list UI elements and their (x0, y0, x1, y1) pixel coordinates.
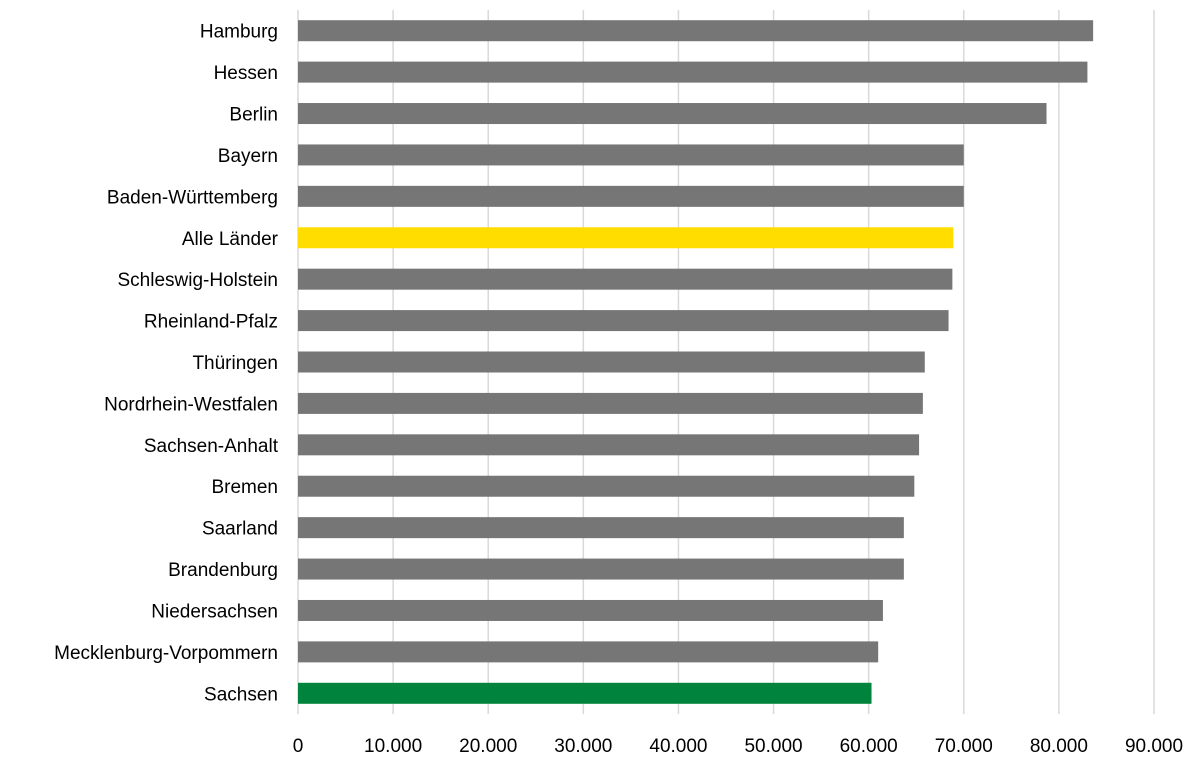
category-label-hessen: Hessen (214, 63, 278, 84)
bar-thueringen (298, 351, 925, 373)
category-label-sachsen-anhalt: Sachsen-Anhalt (144, 436, 279, 457)
x-tick-label: 50.000 (744, 736, 802, 757)
category-label-saarland: Saarland (202, 519, 278, 540)
category-label-rheinland-pfalz: Rheinland-Pfalz (144, 312, 278, 333)
bar-niedersachsen (298, 599, 883, 621)
bar-nordrhein-westfalen (298, 392, 923, 414)
category-label-bayern: Bayern (218, 146, 278, 167)
x-tick-label: 90.000 (1125, 736, 1183, 757)
category-label-thueringen: Thüringen (192, 353, 278, 374)
bar-sachsen-anhalt (298, 434, 920, 456)
bar-brandenburg (298, 558, 904, 580)
category-label-sachsen: Sachsen (204, 684, 278, 705)
category-label-bremen: Bremen (211, 477, 278, 498)
x-tick-label: 80.000 (1030, 736, 1088, 757)
x-tick-label: 70.000 (935, 736, 993, 757)
category-labels: Hamburg Hessen Berlin Bayern Baden-Württembe… (54, 22, 279, 706)
x-tick-label: 30.000 (554, 736, 612, 757)
x-axis-tick-labels: 0 10.000 20.000 30.000 40.000 50.000 60.000 70.… (293, 736, 1183, 757)
category-label-schleswig-holstein: Schleswig-Holstein (117, 270, 278, 291)
category-label-alle-laender: Alle Länder (182, 229, 279, 250)
bar-berlin (298, 103, 1047, 125)
bar-baden-wuerttemberg (298, 185, 964, 207)
x-tick-label: 0 (293, 736, 304, 757)
bar-saarland (298, 517, 904, 539)
bar-sachsen (298, 682, 872, 704)
bar-bremen (298, 475, 915, 497)
bar-schleswig-holstein (298, 268, 953, 290)
bar-mecklenburg-vorpommern (298, 641, 879, 663)
category-label-niedersachsen: Niedersachsen (151, 601, 278, 622)
bars (298, 20, 1094, 704)
bar-alle-laender (298, 227, 954, 249)
bar-hessen (298, 61, 1088, 83)
x-tick-label: 40.000 (649, 736, 707, 757)
category-label-berlin: Berlin (229, 105, 278, 126)
bar-bayern (298, 144, 964, 166)
category-label-nordrhein-westfalen: Nordrhein-Westfalen (104, 394, 278, 415)
x-tick-label: 10.000 (364, 736, 422, 757)
category-label-mecklenburg-vorpommern: Mecklenburg-Vorpommern (54, 643, 278, 664)
x-tick-label: 60.000 (840, 736, 898, 757)
x-tick-label: 20.000 (459, 736, 517, 757)
category-label-brandenburg: Brandenburg (168, 560, 278, 581)
category-label-hamburg: Hamburg (200, 22, 278, 43)
category-label-baden-wuerttemberg: Baden-Württemberg (107, 187, 278, 208)
bar-hamburg (298, 20, 1094, 42)
bar-rheinland-pfalz (298, 310, 949, 332)
